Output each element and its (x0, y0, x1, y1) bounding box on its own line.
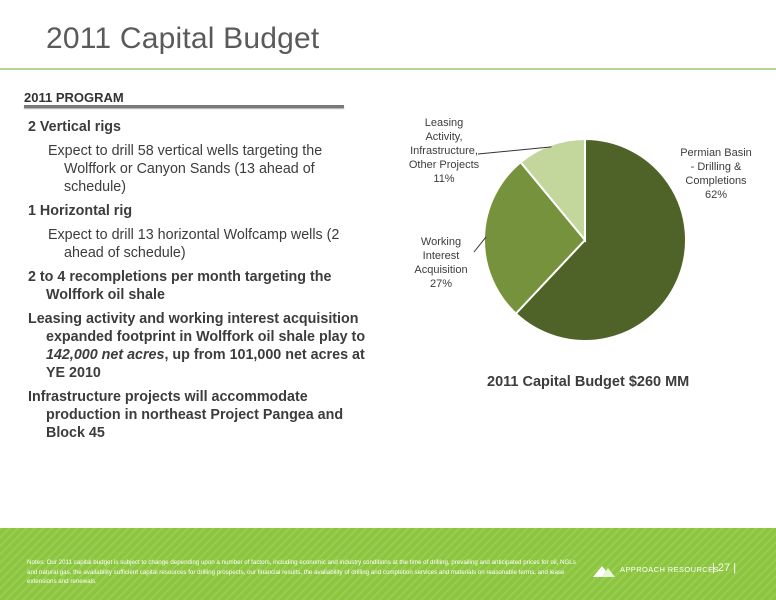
slice-label: Activity, (425, 131, 462, 143)
page-number: | 27 | (712, 562, 737, 574)
chart-title: 2011 Capital Budget $260 MM (487, 374, 690, 390)
section-heading: 2011 PROGRAM (24, 90, 124, 105)
bullet-emphasis: 142,000 net acres (46, 347, 165, 363)
slice-label: Leasing (425, 117, 464, 129)
bullet-text: Expect to drill 58 vertical wells target… (48, 143, 323, 195)
company-logo-icon (593, 566, 615, 577)
slice-label: Completions (685, 175, 747, 187)
slice-percent: 27% (430, 278, 452, 290)
pie-chart: Permian Basin - Drilling & Completions 62% W… (409, 117, 752, 342)
pie-slice (514, 137, 687, 342)
pie-slice (519, 137, 586, 243)
bullet-text: , up from 101,000 net acres at YE 2010 (46, 347, 365, 381)
bullet-text: Leasing activity and working interest ac… (28, 311, 366, 345)
bullet-item: 2 to 4 recompletions per month targeting… (28, 268, 368, 304)
bullet-item: 2 Vertical rigs (28, 118, 368, 136)
slice-label: Acquisition (414, 264, 467, 276)
bullet-list: 2 Vertical rigs Expect to drill 58 vertic… (28, 118, 368, 448)
brand-name: APPROACH RESOURCES (620, 565, 719, 574)
leader-line (473, 236, 487, 253)
section-divider (24, 105, 344, 108)
leader-line (477, 146, 552, 155)
page-title: 2011 Capital Budget (46, 22, 320, 55)
bullet-item: Expect to drill 13 horizontal Wolfcamp w… (28, 226, 368, 262)
slice-percent: 62% (705, 189, 727, 201)
slice-label: Interest (423, 250, 460, 262)
bullet-text: 2 Vertical rigs (28, 119, 121, 135)
footer-notes: Notes: Our 2011 capital budget is subjec… (27, 559, 576, 585)
pie-slice (483, 160, 587, 316)
slice-label: Infrastructure, (410, 145, 478, 157)
bullet-text: Infrastructure projects will accommodate… (28, 389, 344, 441)
bullet-text: Expect to drill 13 horizontal Wolfcamp w… (48, 227, 340, 261)
bullet-item: Leasing activity and working interest ac… (28, 310, 368, 382)
title-divider (0, 68, 776, 70)
slice-label: Permian Basin (680, 147, 752, 159)
slice-label: Working (421, 236, 461, 248)
bullet-item: Infrastructure projects will accommodate… (28, 388, 368, 442)
bullet-text: 2 to 4 recompletions per month targeting… (28, 269, 332, 303)
slice-label: Other Projects (409, 159, 480, 171)
footer-band (0, 528, 776, 600)
slice-label: - Drilling & (691, 161, 742, 173)
bullet-item: 1 Horizontal rig (28, 202, 368, 220)
bullet-text: 1 Horizontal rig (28, 203, 133, 219)
slice-percent: 11% (433, 173, 454, 185)
bullet-item: Expect to drill 58 vertical wells target… (28, 142, 368, 196)
